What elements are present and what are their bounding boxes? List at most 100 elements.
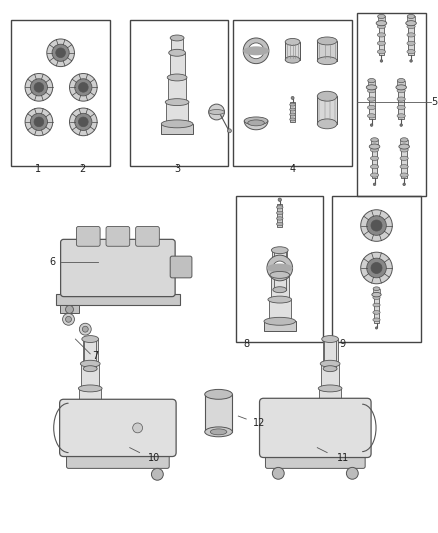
Circle shape: [410, 60, 412, 62]
Bar: [317, 41, 337, 61]
Ellipse shape: [248, 120, 265, 126]
Circle shape: [25, 74, 53, 101]
Circle shape: [370, 124, 373, 126]
Bar: [371, 147, 378, 179]
Ellipse shape: [396, 85, 406, 90]
Circle shape: [361, 252, 392, 284]
Circle shape: [272, 467, 284, 479]
Ellipse shape: [83, 366, 97, 372]
Circle shape: [367, 216, 386, 236]
Bar: [264, 321, 296, 331]
Bar: [269, 300, 291, 321]
Text: 10: 10: [148, 453, 160, 463]
Bar: [332, 196, 421, 342]
Ellipse shape: [399, 144, 410, 149]
Bar: [168, 77, 186, 102]
Circle shape: [52, 44, 69, 61]
Ellipse shape: [322, 336, 339, 343]
Circle shape: [30, 79, 47, 96]
Bar: [74, 410, 106, 420]
Ellipse shape: [169, 50, 186, 56]
Ellipse shape: [372, 293, 381, 297]
Ellipse shape: [368, 78, 375, 83]
Ellipse shape: [371, 165, 378, 169]
FancyBboxPatch shape: [106, 227, 130, 246]
Bar: [285, 42, 300, 60]
Bar: [205, 394, 233, 432]
Circle shape: [70, 108, 97, 136]
Bar: [71, 409, 160, 445]
Bar: [290, 102, 295, 123]
Ellipse shape: [264, 317, 296, 325]
Bar: [81, 364, 99, 389]
Circle shape: [400, 124, 403, 126]
FancyBboxPatch shape: [60, 239, 175, 296]
Circle shape: [30, 114, 47, 131]
Bar: [317, 96, 337, 124]
Bar: [237, 196, 323, 342]
Circle shape: [25, 108, 53, 136]
Bar: [83, 339, 98, 364]
Ellipse shape: [243, 46, 269, 55]
Text: 7: 7: [92, 351, 99, 361]
Circle shape: [278, 198, 282, 201]
FancyBboxPatch shape: [136, 227, 159, 246]
Ellipse shape: [276, 222, 283, 226]
Ellipse shape: [208, 110, 225, 115]
Circle shape: [291, 96, 294, 100]
Bar: [371, 140, 378, 147]
Text: 6: 6: [49, 257, 56, 267]
Ellipse shape: [407, 25, 415, 29]
Ellipse shape: [270, 271, 290, 278]
Ellipse shape: [80, 360, 100, 367]
Text: 4: 4: [290, 164, 296, 174]
Bar: [271, 275, 289, 300]
Circle shape: [47, 39, 74, 67]
Bar: [11, 20, 110, 166]
Ellipse shape: [276, 206, 283, 209]
Ellipse shape: [272, 247, 288, 254]
Ellipse shape: [267, 263, 293, 272]
Bar: [277, 204, 282, 228]
Ellipse shape: [371, 148, 378, 152]
Circle shape: [267, 255, 293, 281]
Ellipse shape: [290, 108, 296, 111]
Circle shape: [78, 83, 88, 92]
Circle shape: [56, 48, 65, 58]
Ellipse shape: [276, 217, 283, 220]
Bar: [397, 80, 405, 87]
Circle shape: [133, 423, 142, 433]
Ellipse shape: [317, 91, 337, 101]
Ellipse shape: [371, 173, 378, 177]
Ellipse shape: [397, 78, 405, 83]
FancyBboxPatch shape: [67, 450, 169, 469]
Text: 5: 5: [431, 97, 437, 107]
Ellipse shape: [377, 50, 385, 54]
Ellipse shape: [366, 85, 377, 90]
Ellipse shape: [400, 138, 408, 142]
Ellipse shape: [376, 21, 387, 26]
Ellipse shape: [205, 390, 233, 399]
Circle shape: [78, 117, 88, 127]
Ellipse shape: [205, 427, 233, 437]
Circle shape: [371, 262, 382, 273]
Bar: [272, 250, 287, 275]
FancyBboxPatch shape: [60, 399, 176, 457]
Bar: [233, 20, 352, 166]
Bar: [323, 339, 338, 364]
Bar: [401, 147, 407, 179]
FancyBboxPatch shape: [265, 451, 365, 469]
Bar: [398, 87, 404, 119]
Ellipse shape: [400, 148, 408, 152]
Ellipse shape: [397, 114, 405, 118]
Ellipse shape: [378, 14, 385, 19]
Ellipse shape: [406, 21, 417, 26]
Circle shape: [375, 327, 378, 329]
Bar: [369, 87, 374, 119]
Ellipse shape: [317, 56, 337, 64]
Text: 3: 3: [174, 164, 180, 174]
Ellipse shape: [82, 336, 99, 343]
Circle shape: [70, 74, 97, 101]
Bar: [378, 17, 385, 23]
Ellipse shape: [407, 33, 415, 37]
